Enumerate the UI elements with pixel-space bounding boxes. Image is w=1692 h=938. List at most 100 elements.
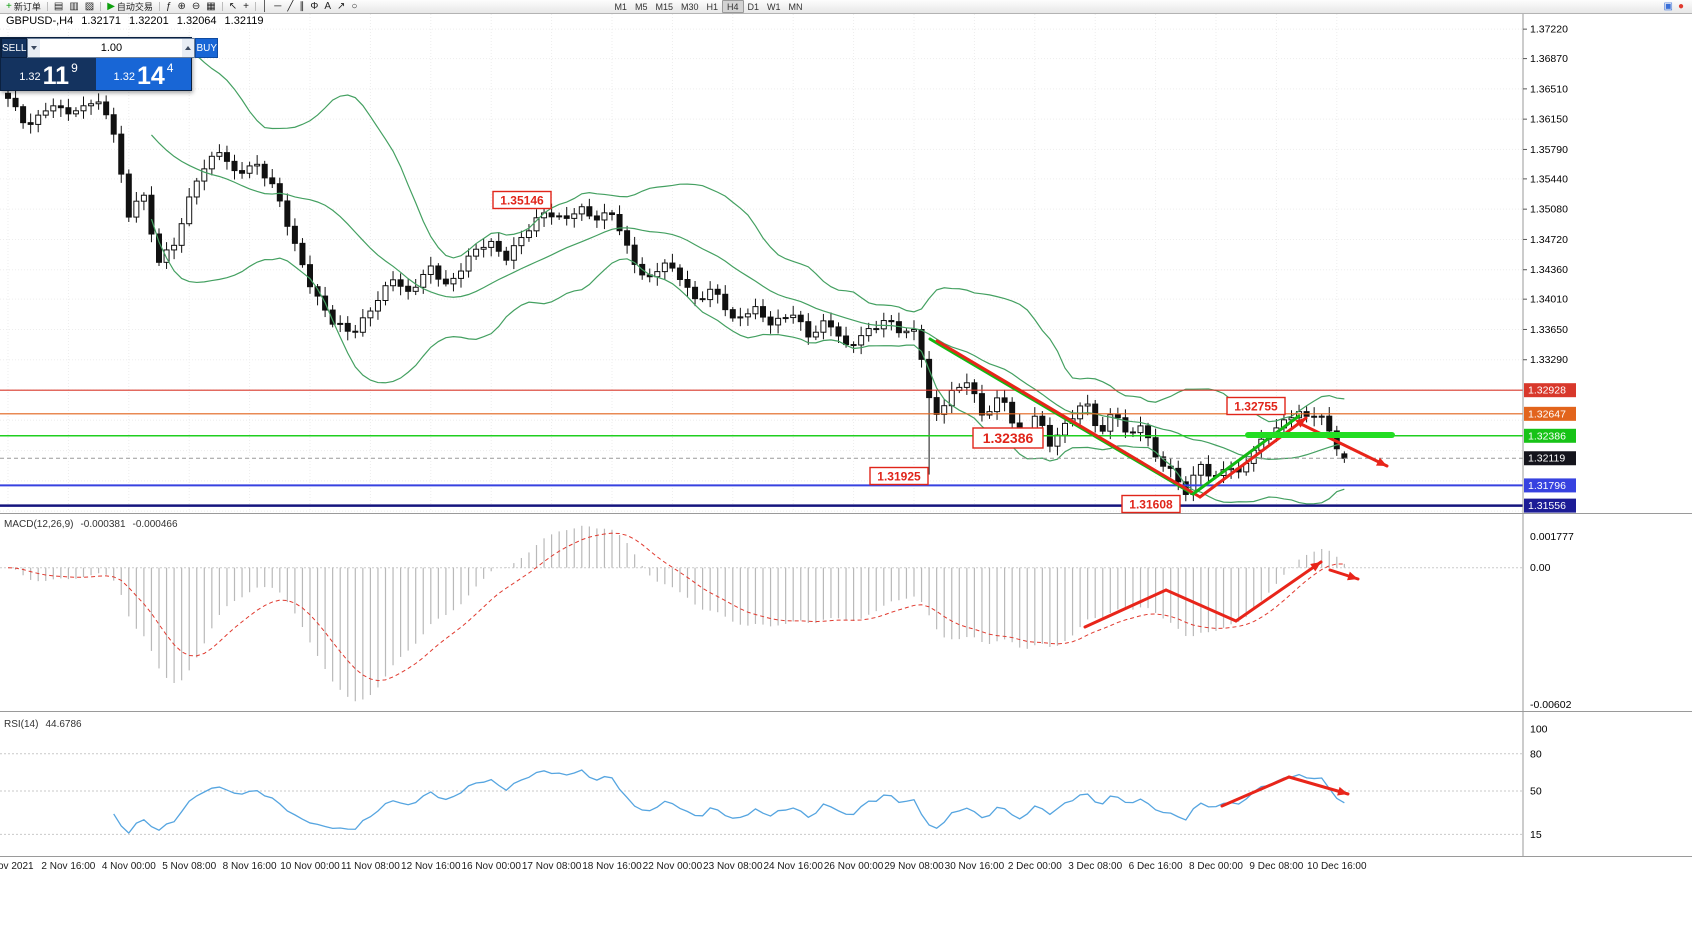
new-order-button[interactable]: + 新订单 (3, 0, 44, 13)
annotation-line (1191, 414, 1301, 496)
annotation-line (1164, 588, 1238, 623)
time-tick-label: 30 Nov 16:00 (945, 861, 1005, 872)
alert-icon[interactable]: ● (1677, 1, 1684, 12)
arrowhead (1347, 571, 1358, 581)
svg-text:-0.00602: -0.00602 (1530, 699, 1572, 711)
annotation-line (935, 339, 1202, 499)
close-value: 1.32119 (224, 15, 264, 27)
time-tick-label: 24 Nov 16:00 (763, 861, 823, 872)
time-tick-label: 2 Nov 16:00 (41, 861, 95, 872)
volume-input[interactable] (40, 39, 183, 57)
time-axis[interactable]: 1 Nov 2021 2 Nov 16:00 4 Nov 00:00 5 Nov 08… (0, 861, 1367, 872)
time-tick-label: 17 Nov 08:00 (522, 861, 582, 872)
volume-stepper (27, 38, 196, 58)
text-button[interactable]: A (321, 0, 334, 13)
ellipse-icon: ○ (351, 0, 358, 12)
cursor-button[interactable]: ↖ (226, 0, 240, 13)
channel-button[interactable]: ∥ (296, 0, 307, 13)
macd-value-2: -0.000466 (132, 519, 178, 530)
panel-separators (0, 14, 1692, 857)
svg-text:15: 15 (1530, 829, 1542, 841)
price-axis-box (1524, 478, 1576, 493)
timeframe-button-m5[interactable]: M5 (631, 0, 652, 13)
tile-windows-button[interactable]: ▦ (203, 0, 218, 13)
timeframe-button-m15[interactable]: M15 (651, 0, 677, 13)
candlestick-chart-button[interactable]: ▥ (66, 0, 81, 13)
shapes-button[interactable]: ○ (348, 0, 360, 13)
indicator-axis-labels: 0.001777 0.00 -0.00602 100 80 50 15 (1530, 531, 1574, 841)
timeframe-button-w1[interactable]: W1 (763, 0, 785, 13)
auto-trading-button[interactable]: ▶ 自动交易 (104, 0, 156, 13)
fibonacci-button[interactable]: Φ (307, 0, 321, 13)
buy-button[interactable]: BUY (195, 38, 219, 58)
bollinger-upper-line (151, 41, 1345, 423)
time-tick-label: 29 Nov 08:00 (884, 861, 944, 872)
plus-icon: + (6, 0, 12, 12)
annotation-line (1301, 423, 1389, 468)
sell-price-prefix: 1.32 (19, 71, 41, 83)
zoom-out-icon: ⊖ (191, 0, 201, 12)
price-tick-label: 1.34010 (1530, 294, 1568, 306)
toolbar-separator (221, 2, 223, 11)
timeframe-button-h1[interactable]: H1 (703, 0, 723, 13)
time-tick-label: 11 Nov 08:00 (341, 861, 400, 872)
svg-text:1.32386: 1.32386 (983, 430, 1034, 446)
bar-chart-icon: ▤ (53, 0, 64, 12)
sell-price-button[interactable]: 1.32 11 9 (1, 58, 96, 90)
drawn-annotations-layer[interactable] (928, 337, 1395, 808)
horizontal-line-button[interactable]: ─ (271, 0, 284, 13)
timeframe-button-d1[interactable]: D1 (744, 0, 764, 13)
timeframe-button-h4[interactable]: H4 (722, 0, 744, 13)
timeframe-button-m30[interactable]: M30 (677, 0, 703, 13)
price-annotation-label (869, 466, 929, 486)
svg-text:1.32647: 1.32647 (1528, 408, 1566, 420)
zoom-out-button[interactable]: ⊖ (189, 0, 203, 13)
sell-price-pip: 9 (71, 61, 78, 75)
svg-text:1.31608: 1.31608 (1129, 497, 1173, 511)
indicators-button[interactable]: ƒ (163, 0, 175, 13)
zoom-in-button[interactable]: ⊕ (175, 0, 189, 13)
zoom-in-icon: ⊕ (177, 0, 186, 12)
price-tick-label: 1.36150 (1530, 114, 1568, 126)
arrowhead (1310, 562, 1321, 572)
time-tick-label: 10 Nov 00:00 (280, 861, 340, 872)
annotation-line (1234, 560, 1323, 623)
trendline-button[interactable]: ╱ (284, 0, 296, 13)
svg-text:1.31556: 1.31556 (1528, 500, 1566, 512)
svg-text:100: 100 (1530, 724, 1548, 736)
svg-text:0.001777: 0.001777 (1530, 531, 1574, 543)
bollinger-lower-line (150, 218, 1345, 505)
volume-down-button[interactable] (28, 39, 41, 57)
arrowhead (1337, 786, 1348, 796)
arrow-tool-button[interactable]: ↗ (334, 0, 348, 13)
price-tick-label: 1.35080 (1530, 204, 1568, 216)
cursor-icon: ↖ (228, 0, 238, 12)
price-tick-label: 1.34720 (1530, 234, 1568, 246)
sell-button[interactable]: SELL (1, 38, 28, 58)
vertical-line-button[interactable]: │ (259, 0, 271, 13)
price-axis[interactable]: 1.37220 1.36870 1.36510 1.36150 1.35790 1.354… (1523, 24, 1576, 513)
timeframe-button-m1[interactable]: M1 (610, 0, 631, 13)
news-icon[interactable]: ▣ (1663, 1, 1673, 12)
annotation-line (1287, 775, 1350, 796)
svg-text:50: 50 (1530, 786, 1542, 798)
play-icon: ▶ (107, 0, 115, 12)
price-callout-labels[interactable]: 1.35146 1.32755 1.32386 1.31925 1.31608 (492, 190, 1286, 514)
time-tick-label: 8 Nov 16:00 (223, 861, 277, 872)
time-tick-label: 22 Nov 00:00 (643, 861, 703, 872)
volume-up-button[interactable] (182, 39, 195, 57)
rsi-layer (0, 753, 1523, 835)
crosshair-button[interactable]: + (240, 0, 252, 13)
buy-price-button[interactable]: 1.32 14 4 (96, 58, 191, 90)
vertical-line-icon: │ (261, 0, 269, 12)
price-tick-label: 1.35790 (1530, 144, 1568, 156)
toolbar-separator (46, 2, 48, 11)
price-axis-box (1524, 498, 1576, 513)
macd-layer (0, 525, 1523, 702)
price-tick-label: 1.36870 (1530, 53, 1568, 65)
line-chart-icon: ▨ (84, 0, 95, 12)
bar-chart-button[interactable]: ▤ (51, 0, 66, 13)
timeframe-button-mn[interactable]: MN (785, 0, 807, 13)
line-chart-button[interactable]: ▨ (82, 0, 97, 13)
